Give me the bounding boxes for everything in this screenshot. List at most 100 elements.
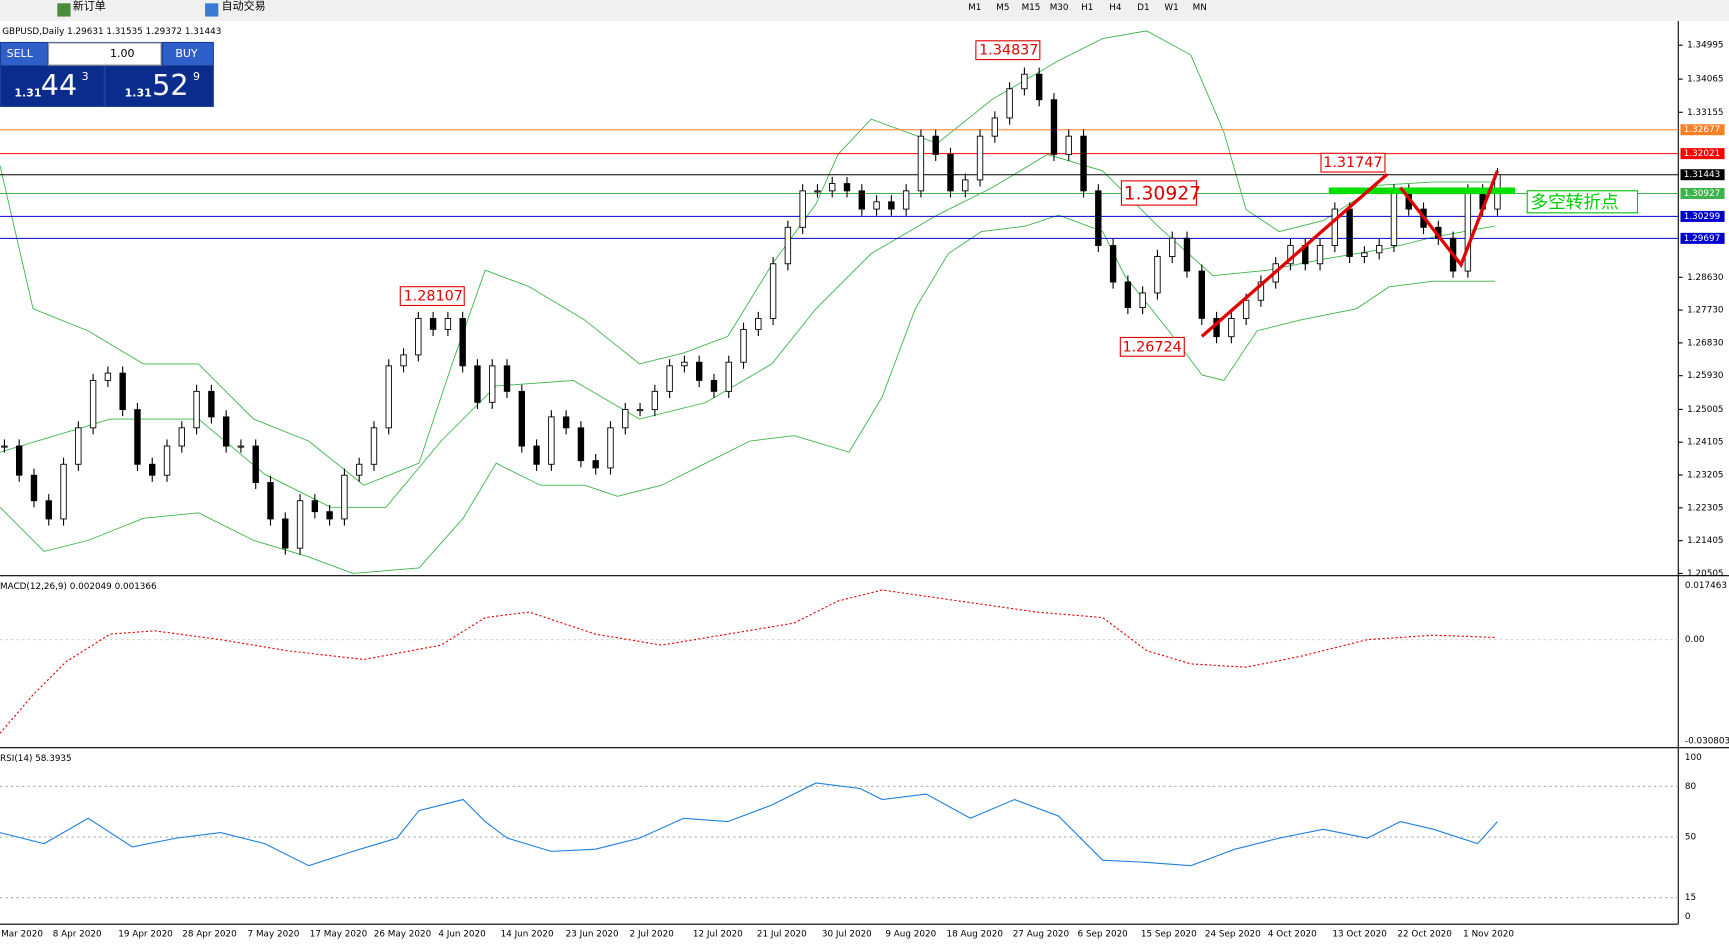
candle-body: [1035, 73, 1043, 101]
middle-band: [0, 153, 1496, 508]
candle-body: [1, 445, 8, 448]
candle-body: [740, 328, 747, 363]
buy-label[interactable]: BUY: [175, 47, 198, 60]
time-axis: Mar 2020 8 Apr 2020 19 Apr 2020 28 Apr 2020…: [1, 930, 1514, 940]
candle-body: [725, 361, 732, 392]
timeframe[interactable]: H1: [1081, 3, 1093, 13]
candle-body: [415, 318, 422, 356]
annotations: [399, 40, 1639, 357]
level-box: [1680, 210, 1725, 222]
date-label: 7 May 2020: [248, 930, 300, 940]
candle-body: [1095, 190, 1102, 246]
candle-body: [311, 500, 319, 513]
candle-body: [267, 482, 274, 520]
lots[interactable]: 1.00: [110, 47, 135, 60]
candle-body: [873, 201, 880, 210]
candle-body: [400, 354, 407, 367]
annotation: 1.34837: [979, 43, 1038, 59]
candle-body: [429, 318, 437, 330]
price-tick-label: 1.21405: [1687, 536, 1723, 546]
sell-button[interactable]: [1, 43, 48, 66]
timeframe[interactable]: M1: [968, 3, 981, 13]
candle-body: [89, 379, 97, 429]
lots-input[interactable]: [47, 42, 162, 66]
candle-body: [710, 379, 718, 392]
level-label: 1.30927: [1684, 189, 1720, 199]
new-order-icon[interactable]: [57, 3, 71, 17]
date-label: 18 Aug 2020: [947, 930, 1004, 940]
buy-button[interactable]: [163, 43, 213, 66]
date-label: 26 May 2020: [374, 930, 432, 940]
candle-body: [503, 365, 511, 392]
candle-body: [976, 135, 984, 181]
candle-body: [1050, 99, 1058, 155]
annotation-box: [975, 40, 1041, 61]
candle-body: [1080, 135, 1087, 192]
candle-body: [370, 427, 378, 465]
price-tick-label: 1.33155: [1687, 108, 1723, 118]
candle-body: [1006, 88, 1013, 119]
auto-trading-icon[interactable]: [205, 3, 219, 17]
buy-price-box[interactable]: [105, 66, 213, 106]
annotation-box: [1320, 152, 1386, 173]
candle-body: [341, 474, 348, 520]
level-label: 1.32021: [1684, 149, 1720, 159]
candle-body: [947, 153, 954, 192]
candle-body: [769, 263, 777, 319]
level-box: [1680, 124, 1725, 136]
candle-body: [1361, 252, 1368, 257]
date-label: 17 May 2020: [310, 930, 368, 940]
arrow-zigzag: [1399, 170, 1499, 268]
timeframe[interactable]: D1: [1137, 3, 1149, 13]
buy-main: 52: [152, 68, 188, 102]
date-label: 23 Jun 2020: [566, 930, 619, 940]
candle-body: [489, 365, 496, 403]
date-label: 4 Jun 2020: [438, 930, 486, 940]
candle-body: [178, 427, 185, 447]
candle-body: [888, 201, 895, 210]
auto-trading[interactable]: 自动交易: [222, 0, 266, 13]
timeframe[interactable]: M5: [996, 3, 1009, 13]
candle-body: [444, 318, 452, 330]
timeframe[interactable]: W1: [1164, 3, 1178, 13]
timeframe[interactable]: H4: [1109, 3, 1122, 13]
timeframe[interactable]: M30: [1050, 3, 1069, 13]
date-label: 27 Aug 2020: [1013, 930, 1070, 940]
price-tick-label: 1.24105: [1687, 438, 1723, 448]
sell-main: 44: [41, 68, 77, 102]
timeframe[interactable]: MN: [1193, 3, 1207, 13]
price-tick-label: 1.28630: [1687, 273, 1724, 283]
candle-body: [607, 427, 614, 469]
price-tick-label: 1.23205: [1687, 471, 1723, 481]
date-label: 14 Jun 2020: [501, 930, 554, 940]
candle-body: [991, 117, 999, 137]
candle-body: [695, 361, 703, 381]
timeframe[interactable]: M15: [1022, 3, 1041, 13]
candle-body: [1021, 73, 1028, 90]
date-label: 21 Jul 2020: [757, 930, 807, 940]
new-order[interactable]: 新订单: [73, 0, 106, 13]
candle-body: [326, 511, 333, 520]
sell-price-box[interactable]: [1, 66, 104, 106]
date-label: 15 Sep 2020: [1141, 930, 1197, 940]
candle-body: [193, 390, 200, 429]
date-label: 13 Oct 2020: [1332, 930, 1387, 940]
date-label: 30 Jul 2020: [822, 930, 872, 940]
rsi-tick: 0: [1685, 912, 1691, 922]
candle-body: [1124, 281, 1132, 308]
annotation: 1.30927: [1124, 184, 1201, 205]
sell-label[interactable]: SELL: [7, 47, 34, 60]
candle-body: [636, 409, 644, 412]
candle-body: [1257, 281, 1265, 301]
candle-body: [902, 190, 910, 210]
date-label: 24 Sep 2020: [1205, 930, 1261, 940]
date-label: 6 Sep 2020: [1078, 930, 1129, 940]
annotation: 1.28107: [404, 289, 463, 305]
candle-body: [104, 372, 112, 381]
symbol: GBPUSD,Daily: [2, 26, 64, 36]
candle-body: [1154, 256, 1161, 294]
candle-body: [1464, 190, 1472, 272]
candle-body: [858, 190, 865, 210]
